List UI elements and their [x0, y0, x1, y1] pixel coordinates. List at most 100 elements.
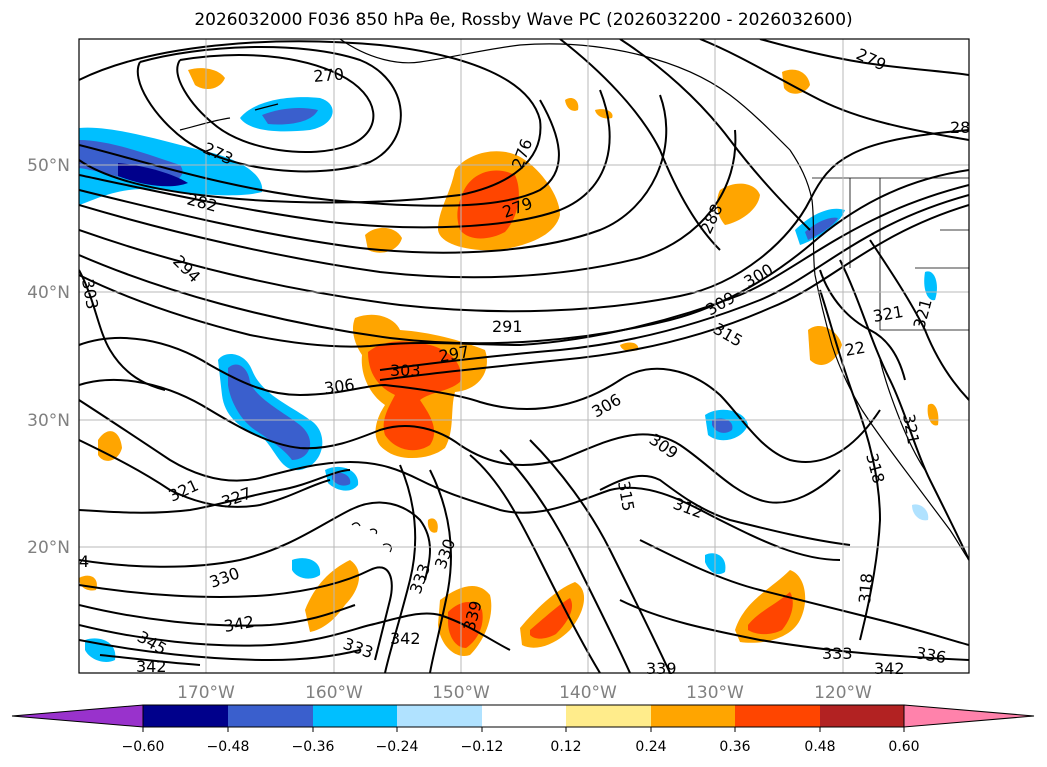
y-tick-label: 30°N — [27, 411, 70, 431]
y-tick-label: 50°N — [27, 156, 70, 176]
x-tick-labels: 170°W 160°W 150°W 140°W 130°W 120°W — [177, 683, 872, 703]
contour-label: 342 — [874, 659, 905, 678]
x-tick-label: 130°W — [686, 683, 744, 703]
coastline-aleutians — [179, 103, 279, 131]
contour-315 — [599, 474, 851, 546]
contour-312 — [79, 399, 841, 561]
contour-label: 327 — [219, 483, 254, 511]
contour-label: 333 — [406, 561, 434, 596]
contour-east3 — [819, 269, 906, 381]
y-tick-labels: 20°N 30°N 40°N 50°N — [27, 156, 70, 558]
contour-wave2 — [499, 449, 631, 673]
colorbar-segment — [397, 705, 482, 727]
contour-wave6 — [639, 539, 969, 646]
shade-neg-mid-core — [228, 364, 311, 460]
contour-270 — [176, 54, 375, 154]
colorbar-tick-label: 0.24 — [635, 739, 666, 755]
shade-pos-cluster1 — [305, 560, 360, 632]
contour-label: 321 — [910, 297, 936, 331]
contour-wave3 — [529, 439, 671, 673]
colorbar-segment — [651, 705, 735, 727]
contour-279 — [79, 99, 560, 207]
contour-label: 342 — [390, 629, 421, 648]
contour-labels: 270 279 273 282 276 279 288 28 294 303 2… — [78, 44, 970, 678]
contour-north2 — [619, 39, 811, 231]
y-tick-label: 40°N — [27, 283, 70, 303]
contour-label: 330 — [431, 536, 459, 571]
contour-wave4 — [384, 464, 417, 673]
colorbar-extend-high — [903, 704, 1035, 728]
contour-label: 312 — [671, 494, 706, 522]
colorbar-extend-low — [11, 704, 144, 728]
shade-pos-bc — [782, 69, 810, 94]
colorbar-segment — [820, 705, 904, 727]
contour-297 — [79, 184, 969, 348]
contour-label: 294 — [169, 251, 204, 286]
shade-pos-sm2 — [595, 109, 613, 119]
x-tick-label: 160°W — [305, 683, 363, 703]
colorbar-tick-label: −0.24 — [376, 739, 419, 755]
contour-345 — [99, 654, 201, 666]
coastlines — [179, 39, 969, 561]
contour-label: 303 — [390, 361, 421, 380]
border-states — [849, 178, 969, 331]
contour-label: 336 — [914, 643, 947, 667]
shade-pos-gulf-core — [457, 170, 519, 239]
contour-333 — [79, 566, 393, 661]
borders — [812, 177, 969, 331]
contour-label: 339 — [646, 659, 677, 678]
shade-pos-cluster3-core — [530, 598, 573, 639]
contour-label: 28 — [950, 118, 970, 137]
contour-label: 321 — [899, 412, 923, 445]
contour-north1 — [559, 39, 721, 251]
contour-285 — [79, 94, 668, 254]
contour-276a — [79, 40, 542, 204]
shade-pos-pac1 — [365, 227, 402, 253]
x-tick-label: 170°W — [177, 683, 235, 703]
colorbar-tick-label: −0.12 — [461, 739, 504, 755]
contour-label: 22 — [843, 338, 866, 360]
colorbar-tick-label: −0.36 — [292, 739, 335, 755]
contour-label: 303 — [78, 277, 102, 310]
contour-291 — [79, 129, 969, 313]
colorbar-segment — [482, 705, 566, 727]
contour-north4 — [759, 39, 969, 76]
contour-label: 279 — [853, 44, 889, 74]
contour-273 — [136, 46, 402, 173]
x-tick-label: 140°W — [559, 683, 617, 703]
contour-288 — [79, 129, 737, 279]
shade-neg-west-min — [118, 163, 188, 187]
colorbar-frame — [142, 704, 905, 728]
shade-pos-cluster4-core — [748, 592, 793, 635]
colorbar-tick-label: −0.48 — [207, 739, 250, 755]
coastline-pnw — [811, 199, 969, 561]
shade-neg-mid2-core — [332, 472, 351, 486]
colorbar-ticks — [142, 727, 905, 732]
colorbar-segment — [566, 705, 651, 727]
colorbar-tick-label: 0.60 — [888, 739, 919, 755]
contour-label: 342 — [222, 612, 255, 636]
x-tick-label: 120°W — [814, 683, 872, 703]
contour-300 — [379, 194, 969, 371]
contour-327 — [79, 469, 351, 514]
shade-neg-baja — [912, 504, 929, 521]
shade-neg-east-core — [712, 418, 733, 433]
colorbar-tick-label: 0.12 — [550, 739, 581, 755]
coastline-alaska — [339, 39, 813, 201]
contour-282 — [79, 89, 611, 229]
contour-label: 4 — [79, 552, 89, 571]
contour-north3 — [699, 39, 969, 141]
contour-wave7 — [619, 599, 969, 661]
contour-330 — [79, 501, 431, 581]
colorbar-tick-label: 0.48 — [804, 739, 835, 755]
colorbar-segment — [313, 705, 397, 727]
chart-title: 2026032000 F036 850 hPa θe, Rossby Wave … — [194, 10, 853, 30]
plot-frame — [78, 38, 970, 674]
contour-wave1 — [469, 454, 601, 673]
contour-label: 333 — [341, 634, 376, 662]
gridlines — [79, 39, 969, 673]
contour-label: 315 — [614, 479, 638, 512]
contour-label: 342 — [136, 657, 167, 676]
colorbar-segment — [143, 705, 228, 727]
